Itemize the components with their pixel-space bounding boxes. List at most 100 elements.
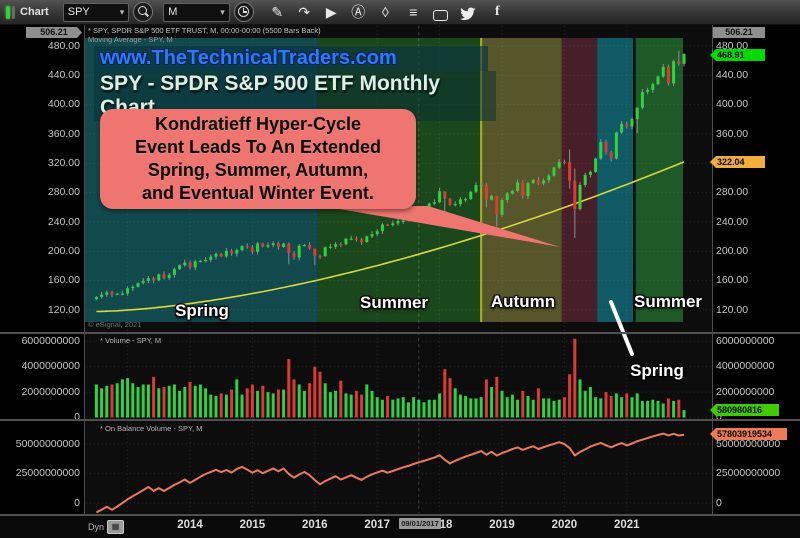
obv-tick-label: 50000000000	[15, 437, 80, 450]
year-label: 2020	[551, 519, 578, 531]
esignal-copyright: © eSignal, 2021	[88, 320, 142, 329]
axis-divider	[712, 24, 713, 515]
volume-tick-label: 4000000000	[716, 360, 775, 373]
watermark-url: www.TheTechnicalTraders.com	[94, 46, 488, 71]
volume-tick-label: 4000000000	[21, 360, 80, 373]
axis-divider	[84, 24, 85, 515]
obv-tick-label: 50000000000	[716, 437, 781, 450]
clock-hand	[242, 8, 245, 12]
season-label: Spring	[630, 361, 684, 380]
season-label: Spring	[175, 301, 229, 320]
axis-max-tag-left: 506.21	[26, 27, 82, 38]
obv-tick-label: 0	[716, 496, 722, 509]
last-price-tag: 468.91	[710, 49, 765, 61]
interval-value: M	[168, 6, 178, 18]
price-tick-label: 480.00	[47, 39, 80, 52]
twitter-icon[interactable]	[459, 7, 476, 21]
connection-status-icon	[6, 5, 10, 19]
obv-plot[interactable]	[85, 421, 712, 514]
volume-current-tag: 580980816	[710, 404, 779, 416]
year-label: 2017	[364, 519, 390, 531]
year-label: 2019	[489, 519, 515, 531]
season-label: Summer	[633, 292, 703, 311]
clock-icon	[237, 6, 249, 17]
chart-tab-label[interactable]: Chart	[20, 6, 49, 18]
volume-plot[interactable]	[85, 334, 712, 419]
price-tick-label: 360.00	[47, 127, 80, 140]
curved-arrow-button[interactable]: ↷	[298, 4, 311, 20]
price-tick-label: 280.00	[716, 186, 749, 199]
callout-line: Spring, Summer, Autumn,	[147, 160, 369, 180]
symbol-search-button[interactable]	[133, 2, 154, 22]
play-replay-button[interactable]: ▶	[325, 4, 337, 20]
studies-levels-button[interactable]: ≡	[409, 4, 417, 20]
year-label: 2021	[614, 519, 640, 531]
divider	[12, 5, 15, 19]
panel-divider[interactable]	[0, 332, 800, 334]
obv-current-tag: 57803919534	[710, 428, 787, 440]
volume-tick-label: 0	[716, 411, 722, 423]
search-icon	[138, 6, 148, 15]
ma-value-tag: 322.04	[710, 156, 765, 168]
price-tick-label: 160.00	[47, 274, 80, 287]
price-tick-label: 360.00	[716, 127, 749, 140]
obv-tick-label: 25000000000	[716, 467, 781, 479]
clock-hand	[242, 11, 247, 13]
price-tick-label: 440.00	[716, 68, 749, 81]
price-tick-label: 480.00	[716, 39, 749, 52]
price-tick-label: 400.00	[716, 98, 749, 111]
obv-tick-label: 25000000000	[15, 467, 80, 479]
symbol-value: SPY	[67, 6, 90, 18]
season-label: Autumn	[490, 292, 556, 311]
callout-line: Kondratieff Hyper-Cycle	[154, 114, 362, 134]
toolbar: Chart SPY ▾ M ▾ ✎ ↷ ▶ Ⓐ ◊ ≡ f	[0, 0, 800, 25]
price-tick-label: 200.00	[47, 244, 80, 257]
symbol-combobox[interactable]: SPY ▾	[62, 2, 130, 22]
dyn-label: Dyn	[88, 522, 105, 532]
time-interval-button[interactable]	[233, 2, 254, 22]
time-axis[interactable]: Dyn ▦ 09/01/2017 20142015201620172018201…	[0, 515, 800, 538]
callout-line: Event Leads To An Extended	[134, 137, 382, 157]
price-tick-label: 200.00	[716, 244, 749, 257]
chat-bubble-button[interactable]	[432, 9, 448, 21]
callout-annotation[interactable]: Kondratieff Hyper-Cycle Event Leads To A…	[100, 109, 416, 209]
callout-line: and Eventual Winter Event.	[142, 183, 374, 203]
annotation-a-button[interactable]: Ⓐ	[351, 4, 366, 20]
year-label: 2016	[302, 519, 328, 531]
price-tick-label: 400.00	[47, 98, 80, 111]
chevron-down-icon: ▾	[220, 6, 225, 17]
dyn-control[interactable]: Dyn ▦	[88, 520, 125, 534]
chevron-down-icon: ▾	[119, 6, 125, 17]
volume-tick-label: 0	[74, 411, 80, 423]
price-tick-label: 280.00	[47, 186, 80, 199]
price-tick-label: 440.00	[47, 68, 80, 81]
season-label: Summer	[359, 293, 429, 312]
dyn-range-icon[interactable]: ▦	[107, 520, 125, 534]
price-tick-label: 240.00	[47, 215, 80, 228]
volume-panel-title: * Volume - SPY, M	[100, 336, 162, 345]
volume-tick-label: 2000000000	[21, 385, 80, 398]
search-icon-handle	[145, 12, 150, 17]
price-tick-label: 120.00	[716, 303, 749, 316]
eraser-button[interactable]: ◊	[381, 4, 389, 20]
obv-panel-title: * On Balance Volume - SPY, M	[100, 424, 203, 433]
volume-tick-label: 2000000000	[716, 385, 775, 398]
interval-combobox[interactable]: M ▾	[163, 2, 230, 22]
facebook-icon[interactable]: f	[494, 4, 500, 19]
panel-divider	[0, 514, 800, 516]
year-label: 2014	[177, 519, 203, 531]
obv-tick-label: 0	[74, 496, 80, 509]
price-tick-label: 320.00	[47, 156, 80, 169]
price-tick-label: 240.00	[716, 215, 749, 228]
axis-max-tag-right: 506.21	[713, 27, 765, 38]
price-tick-label: 160.00	[716, 274, 749, 287]
price-tick-label: 120.00	[47, 303, 80, 316]
year-label: 2015	[239, 519, 266, 531]
volume-tick-label: 6000000000	[21, 334, 80, 347]
chart-header-line1: * SPY, SPDR S&P 500 ETF TRUST, M, 00:00-…	[88, 26, 321, 35]
panel-divider[interactable]	[0, 419, 800, 421]
chart-header-line2: Moving Average - SPY, M	[88, 35, 173, 44]
selected-date-tag: 09/01/2017	[399, 518, 441, 529]
draw-pencil-button[interactable]: ✎	[271, 4, 284, 20]
